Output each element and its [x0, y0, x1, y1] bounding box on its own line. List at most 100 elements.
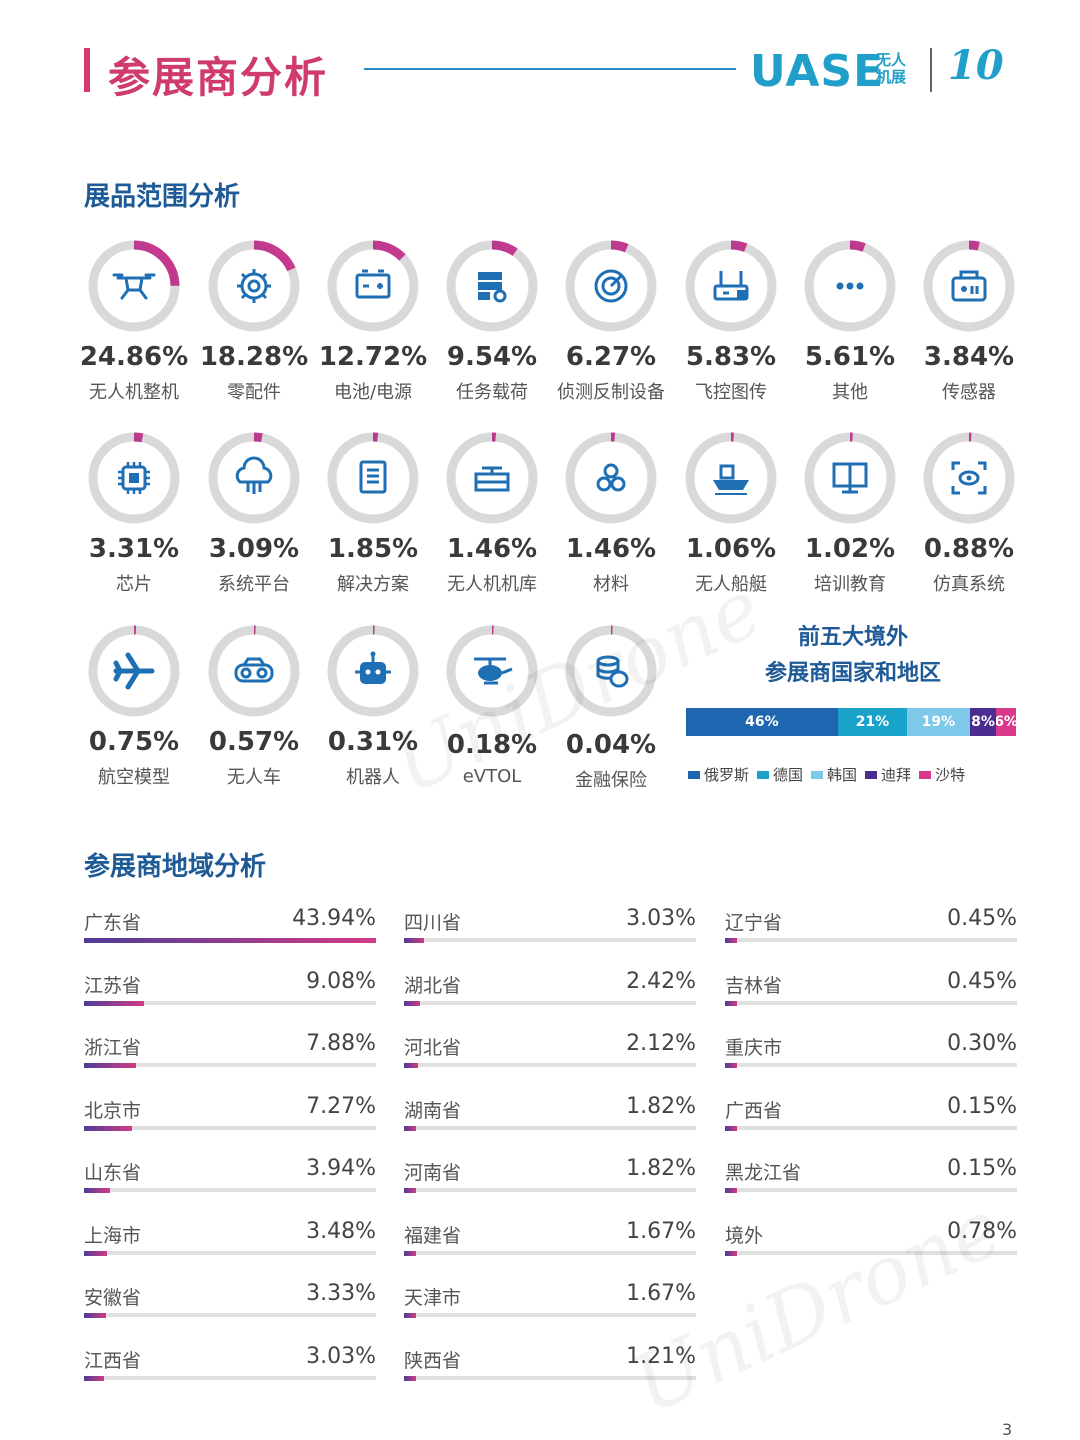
- donut-5: [561, 236, 661, 336]
- region-row: 北京市 7.27%: [84, 1093, 376, 1136]
- region-name: 山东省: [84, 1162, 142, 1184]
- donut-arc: [327, 432, 419, 524]
- foreign-legend-item: 韩国: [811, 764, 857, 785]
- region-name: 吉林省: [725, 974, 783, 997]
- region-row: 四川省 3.03%: [404, 906, 696, 948]
- donut-3: [323, 236, 423, 336]
- coins-icon: [596, 655, 629, 688]
- region-value: 1.21%: [626, 1343, 696, 1369]
- region-bar: [725, 1250, 737, 1256]
- region-value: 0.45%: [947, 906, 1017, 931]
- region-bar-track: [725, 1000, 1017, 1005]
- donut-value: 12.72%: [318, 342, 428, 372]
- region-value: 3.94%: [306, 1156, 376, 1181]
- region-bar: [725, 1125, 737, 1131]
- donut-arc: [88, 625, 180, 717]
- region-bar-track: [404, 1000, 696, 1005]
- airplane-icon: [113, 652, 155, 690]
- region-bar-track: [725, 938, 1017, 942]
- region-value: 7.27%: [306, 1093, 376, 1119]
- donut-value: 0.88%: [923, 534, 1015, 564]
- donut-label: 电池/电源: [333, 382, 413, 403]
- donut-value: 3.31%: [88, 534, 180, 564]
- region-bar: [404, 1063, 419, 1068]
- chip-icon: [118, 462, 150, 494]
- donut-value: 0.75%: [88, 727, 180, 757]
- region-value: 0.15%: [947, 1156, 1017, 1181]
- donut-label: 芯片: [116, 574, 152, 595]
- donut-label: 金融保险: [575, 770, 647, 791]
- region-name: 河北省: [404, 1037, 462, 1059]
- donut-arc: [685, 432, 777, 524]
- donut-label: 无人车: [227, 767, 281, 788]
- region-value: 0.45%: [947, 968, 1017, 994]
- region-row: 陕西省 1.21%: [404, 1343, 696, 1386]
- donut-12: [442, 428, 542, 528]
- anniversary-logo: 10: [948, 42, 1004, 89]
- donut-track: [446, 432, 538, 524]
- donut-label: 其他: [832, 382, 868, 403]
- region-name: 四川省: [404, 912, 462, 934]
- donut-value: 5.83%: [685, 342, 777, 372]
- car-icon: [234, 657, 274, 683]
- region-value: 3.03%: [626, 906, 696, 931]
- legend-label: 迪拜: [881, 766, 912, 784]
- donut-1: [84, 236, 184, 336]
- region-bar: [404, 938, 425, 943]
- legend-label: 韩国: [827, 766, 858, 784]
- donut-track: [208, 432, 300, 524]
- donut-value: 1.06%: [685, 534, 777, 564]
- payload-icon: [478, 272, 507, 303]
- title-accent-bar: [84, 48, 90, 92]
- region-bar: [725, 938, 737, 943]
- region-row: 重庆市 0.30%: [725, 1031, 1017, 1073]
- donut-8: [919, 236, 1019, 336]
- donut-arc: [446, 432, 538, 524]
- legend-swatch: [688, 770, 700, 779]
- donut-value: 1.85%: [327, 534, 419, 564]
- foreign-bar-segment: 21%: [837, 708, 908, 736]
- region-bar-track: [725, 1250, 1017, 1255]
- region-bar: [84, 1250, 108, 1256]
- region-name: 重庆市: [725, 1037, 783, 1059]
- boat-icon: [713, 464, 749, 495]
- donut-arc: [923, 240, 1015, 332]
- donut-label: eVTOL: [462, 766, 522, 787]
- donut-11: [323, 428, 423, 528]
- region-bar: [84, 1313, 107, 1318]
- legend-swatch: [811, 770, 824, 779]
- page-title: 参展商分析: [108, 53, 329, 102]
- donut-label: 培训教育: [814, 574, 886, 595]
- document-icon: [359, 460, 387, 494]
- region-name: 湖南省: [404, 1099, 462, 1122]
- region-name: 福建省: [404, 1224, 462, 1247]
- region-bar: [404, 1313, 416, 1318]
- region-name: 广东省: [84, 912, 142, 934]
- legend-swatch: [919, 770, 932, 779]
- region-bar: [84, 938, 376, 943]
- donut-label: 无人船艇: [695, 574, 767, 595]
- donut-7: [800, 236, 900, 336]
- region-bar-track: [84, 1125, 376, 1130]
- region-row: 境外 0.78%: [725, 1219, 1017, 1261]
- sensor-icon: [951, 270, 987, 302]
- donut-label: 航空模型: [98, 767, 170, 788]
- donut-arc: [565, 432, 657, 524]
- region-bar-track: [725, 1063, 1017, 1067]
- region-row: 江苏省 9.08%: [84, 969, 376, 1011]
- region-name: 黑龙江省: [725, 1162, 802, 1184]
- donut-value: 6.27%: [565, 342, 657, 372]
- donut-2: [204, 236, 304, 336]
- region-value: 1.67%: [626, 1281, 696, 1306]
- region-row: 福建省 1.67%: [404, 1219, 696, 1261]
- donut-value: 0.18%: [446, 730, 538, 760]
- donut-label: 飞控图传: [695, 382, 767, 403]
- region-bar-track: [404, 1250, 696, 1255]
- foreign-bar-segment: 19%: [907, 708, 970, 736]
- donut-value: 1.46%: [565, 534, 657, 564]
- legend-swatch: [757, 770, 770, 779]
- donut-label: 任务载荷: [456, 382, 528, 403]
- region-row: 湖南省 1.82%: [404, 1094, 696, 1136]
- donut-label: 无人机整机: [89, 382, 179, 403]
- donut-6: [681, 236, 781, 336]
